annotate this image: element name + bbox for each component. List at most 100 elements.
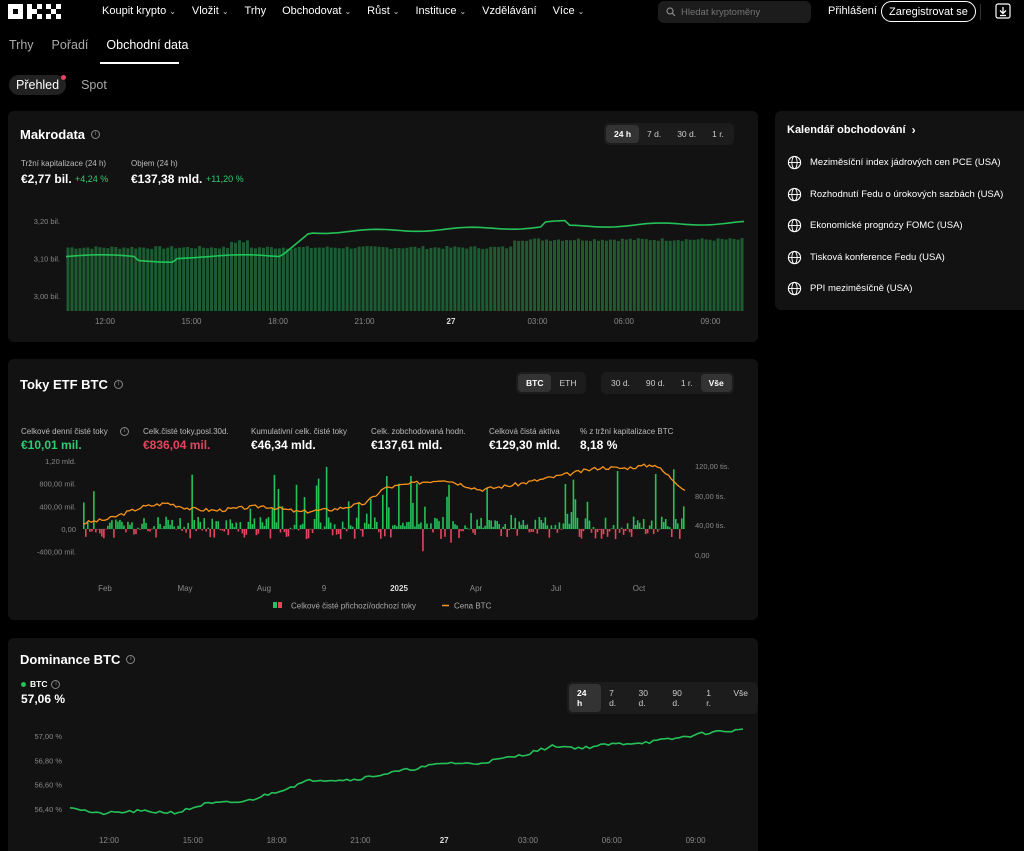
flow-bar	[470, 513, 472, 529]
flow-bar	[522, 520, 525, 529]
flow-bar	[588, 520, 591, 529]
flow-bar	[432, 529, 434, 533]
flow-bar	[428, 528, 430, 529]
range-90d[interactable]: 90 d.	[645, 378, 665, 388]
range-30d[interactable]: 30 d.	[638, 688, 648, 708]
flow-bar	[347, 501, 350, 529]
flow-bar	[500, 529, 502, 537]
flow-bar	[115, 519, 117, 529]
asset-eth[interactable]: ETH	[559, 378, 577, 388]
calendar-event-label: Ekonomické prognózy FOMC (USA)	[810, 220, 963, 231]
flow-bar	[281, 506, 284, 529]
calendar-title[interactable]: Kalendář obchodování ›	[787, 123, 916, 137]
flow-bar	[111, 520, 113, 529]
flow-bar	[203, 518, 206, 529]
flow-bar	[133, 529, 135, 535]
flow-bar	[329, 522, 332, 529]
flow-bar	[566, 513, 569, 529]
x-tick-label: 06:00	[602, 836, 623, 845]
flow-bar	[235, 522, 238, 529]
info-icon[interactable]: i	[120, 427, 129, 436]
nav-item-4[interactable]: Růst ⌄	[367, 5, 399, 17]
etf-chart[interactable]: 1,20 mld. 800,00 mil. 400,00 mil. 0,00 -400,…	[8, 359, 758, 620]
range-7d[interactable]: 7 d.	[647, 129, 662, 139]
nav-item-1[interactable]: Vložit ⌄	[192, 5, 229, 17]
tab-trading-data[interactable]: Obchodní data	[106, 38, 189, 52]
asset-btc[interactable]: BTC	[518, 374, 552, 392]
flow-bar	[446, 496, 448, 529]
y-left-tick-label: 0,00	[61, 525, 76, 534]
volume-bar	[106, 248, 110, 311]
volume-bar	[198, 246, 202, 311]
calendar-event[interactable]: Rozhodnutí Fedu o úrokových sazbách (USA…	[787, 187, 1003, 202]
flow-bar	[598, 529, 601, 530]
volume-bar	[210, 247, 214, 311]
nav-item-label: Obchodovat	[282, 5, 342, 17]
info-icon[interactable]: i	[113, 380, 123, 389]
flow-bar	[490, 520, 492, 529]
volume-bar	[353, 248, 357, 311]
y-tick-label: 56,60 %	[34, 781, 62, 790]
flow-bar	[514, 517, 517, 529]
volume-bar	[525, 240, 529, 311]
search-box[interactable]	[658, 1, 811, 23]
tab-markets[interactable]: Trhy	[9, 38, 34, 52]
range-all[interactable]: Vše	[733, 688, 749, 698]
range-24h[interactable]: 24 h	[569, 684, 602, 712]
flow-bar	[620, 527, 623, 529]
nav-item-0[interactable]: Koupit krypto ⌄	[102, 5, 176, 17]
etf-stat-label: Celková čistá aktiva	[489, 427, 560, 436]
pill-overview[interactable]: Přehled	[9, 75, 67, 95]
nav-item-2[interactable]: Trhy	[245, 5, 267, 17]
range-1y[interactable]: 1 r.	[706, 688, 711, 708]
info-icon[interactable]: i	[51, 679, 61, 689]
okx-logo[interactable]	[8, 2, 68, 22]
search-icon	[666, 7, 676, 17]
dominance-chart[interactable]: 57,00 % 56,80 % 56,60 % 56,40 % 12:00 15:00 18…	[8, 638, 758, 851]
nav-item-7[interactable]: Více ⌄	[553, 5, 585, 17]
download-icon[interactable]	[995, 3, 1011, 19]
login-link[interactable]: Přihlášení	[828, 5, 877, 17]
flow-bar	[207, 527, 210, 529]
nav-item-6[interactable]: Vzdělávání	[482, 5, 536, 17]
flow-bar	[612, 525, 615, 529]
flow-bar	[299, 525, 302, 529]
nav-item-3[interactable]: Obchodovat ⌄	[282, 5, 351, 17]
pill-spot[interactable]: Spot	[81, 78, 107, 92]
range-90d[interactable]: 90 d.	[672, 688, 682, 708]
calendar-event[interactable]: Meziměsíční index jádrových cen PCE (USA…	[787, 155, 1001, 170]
volume-bar	[178, 247, 182, 311]
range-24h[interactable]: 24 h	[606, 125, 640, 143]
register-button[interactable]: Zaregistrovat se	[881, 1, 976, 22]
calendar-event[interactable]: PPI meziměsíčně (USA)	[787, 281, 912, 296]
range-1y[interactable]: 1 r.	[712, 129, 724, 139]
calendar-event[interactable]: Tisková konference Fedu (USA)	[787, 250, 945, 265]
range-30d[interactable]: 30 d.	[677, 129, 697, 139]
volume-bar	[692, 239, 696, 311]
tab-ranking[interactable]: Pořadí	[51, 38, 89, 52]
calendar-event[interactable]: Ekonomické prognózy FOMC (USA)	[787, 218, 963, 233]
range-1y[interactable]: 1 r.	[680, 378, 693, 388]
volume-bar	[341, 248, 345, 311]
info-icon[interactable]: i	[91, 130, 101, 139]
volume-bar	[732, 238, 736, 311]
range-7d[interactable]: 7 d.	[609, 688, 617, 708]
volume-bar	[628, 238, 632, 311]
x-tick-label: 12:00	[99, 836, 120, 845]
top-navigation: Koupit krypto ⌄ Vložit ⌄ Trhy Obchodovat ⌄ Růst…	[0, 0, 1024, 24]
etf-title: Toky ETF BTC i	[20, 377, 123, 392]
volume-bar	[118, 248, 122, 311]
etf-stat-label: Celkové denní čisté toky	[21, 427, 108, 436]
macro-chart[interactable]: 3,20 bil. 3,10 bil. 3,00 bil. 12:00 15:00 18:…	[8, 111, 758, 342]
flow-bar	[550, 525, 553, 529]
info-icon[interactable]: i	[126, 655, 136, 664]
flow-bar	[373, 517, 376, 529]
flow-bar	[129, 524, 131, 529]
search-input[interactable]	[681, 6, 801, 18]
nav-item-5[interactable]: Instituce ⌄	[415, 5, 466, 17]
flow-bar	[496, 520, 498, 529]
range-30d[interactable]: 30 d.	[611, 378, 630, 388]
flow-bar	[221, 529, 224, 531]
range-all[interactable]: Vše	[700, 374, 732, 392]
flow-bar	[155, 529, 157, 538]
